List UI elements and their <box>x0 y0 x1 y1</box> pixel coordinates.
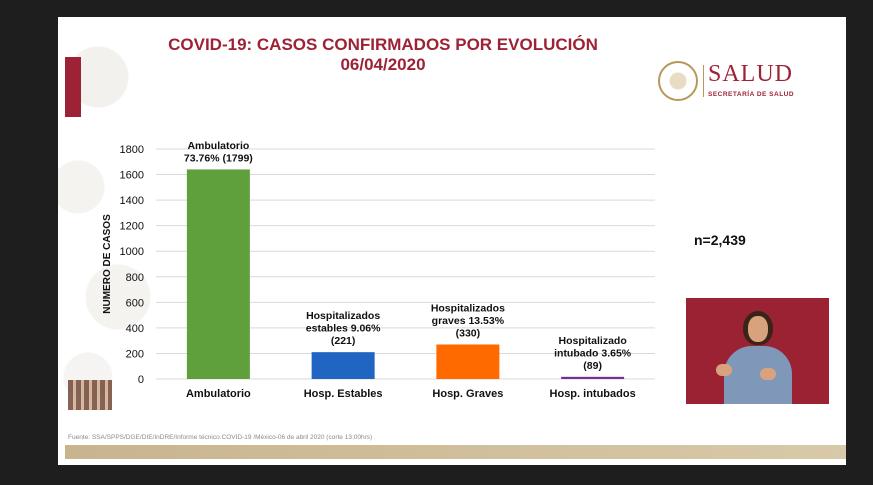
y-tick-label: 600 <box>126 297 144 309</box>
data-label: estables 9.06% <box>306 323 381 335</box>
y-tick-label: 0 <box>138 374 144 386</box>
y-tick-label: 1800 <box>120 144 144 156</box>
red-accent-bar <box>65 57 81 117</box>
slide: COVID-19: CASOS CONFIRMADOS POR EVOLUCIÓ… <box>58 17 846 465</box>
data-label: Ambulatorio <box>187 140 249 152</box>
data-label: 73.76% (1799) <box>184 152 253 164</box>
interpreter-body <box>724 346 792 404</box>
logo-subtitle: SECRETARÍA DE SALUD <box>708 91 795 98</box>
y-axis-label: NUMERO DE CASOS <box>102 214 113 314</box>
y-tick-label: 400 <box>126 323 144 335</box>
salud-logo: SALUD SECRETARÍA DE SALUD <box>658 61 828 105</box>
source-note: Fuente: SSA/SPPS/DGE/DIE/InDRE/Informe t… <box>68 434 373 441</box>
data-label: (221) <box>331 335 356 347</box>
sample-size-label: n=2,439 <box>694 232 746 248</box>
interpreter-hand-left <box>716 364 732 376</box>
chart-title: COVID-19: CASOS CONFIRMADOS POR EVOLUCIÓ… <box>148 35 618 75</box>
bottom-decorative-band <box>65 445 846 459</box>
x-tick-label: Hosp. intubados <box>550 388 636 400</box>
logo-divider <box>703 65 704 97</box>
data-label: Hospitalizados <box>431 303 505 315</box>
historical-figures-image <box>68 380 112 410</box>
bar-1 <box>186 169 250 379</box>
data-label: Hospitalizado <box>558 335 626 347</box>
bar-4 <box>561 376 625 379</box>
data-label: (89) <box>583 360 602 372</box>
y-tick-label: 1000 <box>120 246 144 258</box>
y-tick-label: 1400 <box>120 195 144 207</box>
data-label: graves 13.53% <box>432 315 505 327</box>
bar-3 <box>436 344 500 379</box>
data-label: intubado 3.65% <box>554 347 632 359</box>
data-label: (330) <box>456 328 481 340</box>
x-tick-label: Ambulatorio <box>186 388 251 400</box>
title-line-2: 06/04/2020 <box>340 55 426 74</box>
title-line-1: COVID-19: CASOS CONFIRMADOS POR EVOLUCIÓ… <box>168 35 598 54</box>
y-tick-label: 1600 <box>120 170 144 182</box>
sign-language-interpreter-video <box>686 298 829 404</box>
data-label: Hospitalizados <box>306 310 380 322</box>
y-tick-label: 800 <box>126 272 144 284</box>
y-tick-label: 200 <box>126 348 144 360</box>
bar-chart: 0 200 400 600 800 1000 1200 1400 1600 1800 NUMERO … <box>102 140 655 400</box>
interpreter-hand-right <box>760 368 776 380</box>
y-tick-label: 1200 <box>120 221 144 233</box>
x-tick-label: Hosp. Estables <box>304 388 383 400</box>
bar-2 <box>311 352 375 379</box>
logo-name: SALUD <box>708 61 794 87</box>
mexico-seal-icon <box>658 61 698 101</box>
interpreter-face <box>748 316 768 342</box>
x-tick-label: Hosp. Graves <box>432 388 503 400</box>
